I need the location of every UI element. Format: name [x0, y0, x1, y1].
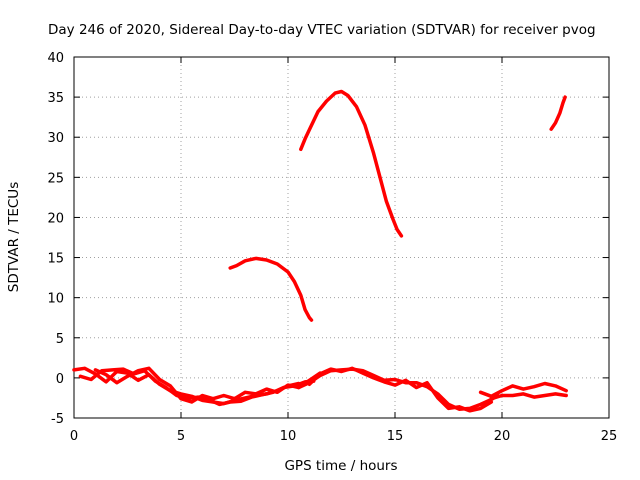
y-tick-label: 20 — [47, 211, 64, 226]
x-tick-label: 0 — [70, 429, 78, 444]
series-line-8 — [228, 256, 314, 322]
x-tick-label: 5 — [177, 429, 185, 444]
series-line-6 — [478, 381, 568, 399]
x-tick-label: 20 — [494, 429, 511, 444]
chart-title: Day 246 of 2020, Sidereal Day-to-day VTE… — [48, 22, 596, 38]
y-tick-label: 25 — [47, 171, 64, 186]
y-tick-label: 35 — [47, 91, 64, 106]
y-tick-label: 0 — [56, 372, 64, 387]
y-axis-label: SDTVAR / TECUs — [6, 182, 22, 292]
series-line-4 — [296, 367, 500, 411]
series-line-5 — [307, 366, 494, 413]
series-line-7 — [489, 392, 568, 401]
data-series — [72, 89, 568, 413]
axis-ticks: 0 5 10 15 20 25 -5 0 5 10 15 20 25 30 35 40 — [47, 51, 617, 444]
series-line-10 — [549, 95, 567, 131]
x-tick-label: 10 — [280, 429, 297, 444]
y-tick-label: 5 — [56, 332, 64, 347]
plot-frame — [73, 56, 610, 419]
x-tick-label: 15 — [387, 429, 404, 444]
grid — [74, 57, 609, 418]
y-tick-label: -5 — [51, 412, 64, 427]
y-tick-label: 40 — [47, 51, 64, 66]
x-axis-label: GPS time / hours — [284, 458, 397, 474]
y-tick-label: 10 — [47, 292, 64, 307]
y-tick-label: 30 — [47, 131, 64, 146]
series-line-9 — [299, 89, 404, 238]
y-tick-label: 15 — [47, 252, 64, 267]
x-tick-label: 25 — [601, 429, 618, 444]
series-line-3 — [93, 366, 322, 404]
